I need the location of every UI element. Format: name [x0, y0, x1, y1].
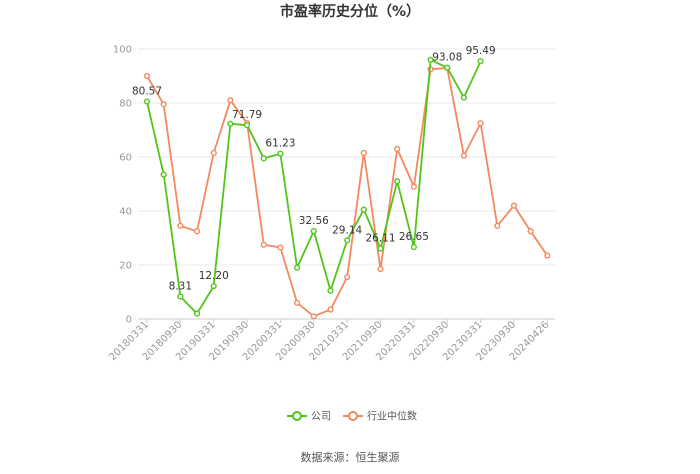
data-point[interactable]	[544, 252, 551, 259]
legend-swatch-marker	[292, 411, 302, 421]
data-point[interactable]	[327, 287, 334, 294]
data-point[interactable]	[460, 94, 468, 101]
data-point[interactable]	[510, 202, 518, 209]
chart-title: 市盈率历史分位（%）	[280, 3, 420, 20]
legend-label: 公司	[311, 412, 331, 423]
y-tick-label: 40	[119, 207, 132, 218]
data-point[interactable]	[494, 222, 501, 229]
data-label: 95.49	[466, 45, 496, 57]
data-point[interactable]	[460, 152, 468, 159]
series-lines	[143, 56, 551, 320]
series-line	[146, 58, 482, 315]
y-tick-label: 20	[119, 261, 132, 272]
data-point[interactable]	[410, 243, 417, 251]
data-point[interactable]	[277, 150, 284, 157]
data-point[interactable]	[177, 293, 184, 300]
data-point[interactable]	[310, 227, 317, 235]
data-label: 29.14	[332, 224, 362, 236]
data-label: 93.08	[432, 52, 462, 64]
data-label: 8.31	[169, 281, 192, 293]
legend-item[interactable]: 公司	[287, 411, 331, 423]
legend[interactable]: 公司 行业中位数	[287, 410, 417, 423]
data-point[interactable]	[260, 155, 267, 162]
data-point[interactable]	[227, 120, 234, 127]
data-point[interactable]	[377, 265, 384, 273]
data-point[interactable]	[160, 101, 167, 108]
data-label: 26.65	[399, 231, 429, 243]
y-tick-label: 100	[113, 45, 132, 56]
data-label: 80.57	[132, 85, 162, 97]
data-point[interactable]	[394, 178, 401, 185]
data-point[interactable]	[210, 282, 217, 290]
data-point[interactable]	[294, 264, 301, 271]
data-label: 61.23	[265, 138, 295, 150]
data-point[interactable]	[260, 241, 267, 248]
legend-item[interactable]: 行业中位数	[343, 410, 417, 423]
data-point[interactable]	[310, 313, 317, 320]
data-point[interactable]	[360, 206, 367, 213]
data-point[interactable]	[410, 183, 417, 190]
data-point[interactable]	[477, 58, 484, 65]
y-tick-label: 80	[119, 99, 132, 110]
data-point[interactable]	[360, 149, 367, 157]
data-point[interactable]	[344, 237, 351, 244]
data-label: 71.79	[232, 109, 262, 121]
data-point[interactable]	[143, 72, 151, 80]
data-point[interactable]	[143, 98, 151, 105]
data-point[interactable]	[377, 245, 384, 252]
data-point[interactable]	[193, 228, 201, 235]
data-point[interactable]	[193, 310, 201, 317]
data-point[interactable]	[294, 299, 301, 306]
data-point[interactable]	[210, 149, 217, 157]
y-tick-label: 0	[126, 315, 132, 326]
data-point[interactable]	[344, 274, 351, 281]
data-point[interactable]	[394, 145, 401, 153]
data-label: 12.20	[199, 270, 229, 282]
grid-lines	[138, 48, 555, 320]
data-point[interactable]	[277, 244, 284, 251]
series-公司	[143, 56, 484, 317]
y-axis: 0 20 40 60 80 100	[113, 45, 132, 326]
data-point[interactable]	[160, 171, 167, 178]
data-source-text: 数据来源：恒生聚源	[301, 450, 400, 464]
data-label: 26.11	[365, 233, 395, 245]
data-point[interactable]	[227, 97, 234, 104]
data-point[interactable]	[477, 120, 484, 127]
data-point[interactable]	[444, 64, 451, 71]
x-axis: 2018033120180930201903312019093020200331…	[107, 319, 551, 363]
data-point[interactable]	[327, 306, 334, 313]
data-point[interactable]	[243, 122, 251, 129]
data-point[interactable]	[527, 228, 534, 235]
data-point[interactable]	[427, 56, 434, 63]
y-tick-label: 60	[119, 153, 132, 164]
data-label: 32.56	[299, 215, 329, 227]
data-point[interactable]	[177, 222, 184, 229]
legend-label: 行业中位数	[367, 410, 417, 423]
legend-swatch-marker	[348, 411, 358, 421]
series-行业中位数	[143, 64, 551, 320]
